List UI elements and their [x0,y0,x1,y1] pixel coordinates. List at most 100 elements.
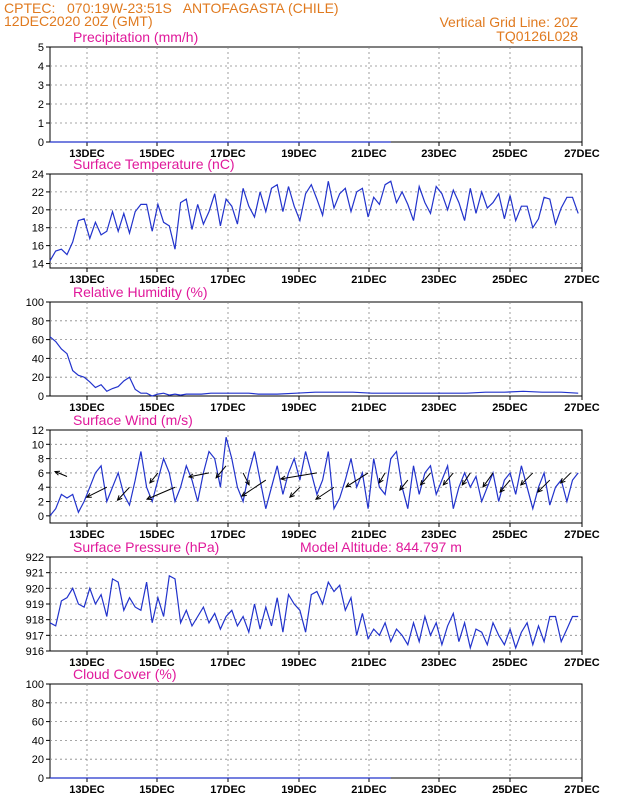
xtick-label: 19DEC [281,529,317,541]
ytick-label: 2 [38,99,44,111]
xtick-label: 19DEC [281,402,317,414]
ytick-label: 20 [32,372,44,384]
plot-frame [49,173,583,269]
panel-subtitle: Model Altitude: 844.797 m [300,539,462,555]
ytick-label: 10 [32,439,44,451]
panel-title: Surface Temperature (nC) [73,156,235,172]
ytick-label: 3 [38,80,44,92]
panel-title: Precipitation (mm/h) [73,29,198,45]
wind-arrow-head [519,480,526,486]
ytick-label: 20 [32,205,44,217]
ytick-label: 12 [32,425,44,437]
ytick-label: 22 [32,187,44,199]
wind-arrow-shaft [54,471,68,477]
ytick-label: 0 [38,511,44,523]
wind-arrow-shaft [117,486,130,501]
ytick-label: 1 [38,118,44,130]
panel-title: Surface Wind (m/s) [73,412,193,428]
ytick-label: 4 [38,482,44,494]
ytick-label: 2 [38,497,44,509]
wind-arrow-shaft [420,472,431,486]
xtick-label: 15DEC [139,784,175,796]
wind-arrow-shaft [399,479,409,491]
ytick-label: 0 [38,137,44,149]
wind-arrow-shaft [442,472,454,486]
xtick-label: 21DEC [351,784,387,796]
xtick-label: 17DEC [210,784,246,796]
xtick-label: 13DEC [69,274,105,286]
plot-frame [49,301,583,397]
xtick-label: 15DEC [139,402,175,414]
xtick-label: 21DEC [351,274,387,286]
wind-arrow-shaft [537,479,551,493]
header-code: TQ0126L028 [496,28,578,44]
xtick-label: 15DEC [139,529,175,541]
ytick-label: 100 [26,297,44,309]
xtick-label: 23DEC [421,529,457,541]
xtick-label: 27DEC [564,784,600,796]
xtick-label: 23DEC [421,657,457,669]
wind-arrow-shaft [241,479,267,497]
panel-title: Cloud Cover (%) [73,666,176,682]
wind-arrow-shaft [242,472,250,486]
ytick-label: 5 [38,42,44,54]
wind-arrow-head [345,482,352,488]
xtick-label: 15DEC [139,657,175,669]
wind-arrow-shaft [482,472,494,488]
wind-arrow-head [559,478,566,484]
ytick-label: 920 [26,583,44,595]
xtick-label: 23DEC [421,402,457,414]
ytick-label: 60 [32,335,44,347]
header-date: 12DEC2020 20Z (GMT) [4,13,153,29]
xtick-label: 17DEC [210,529,246,541]
wind-arrow-head [482,481,488,488]
xtick-label: 23DEC [421,148,457,160]
xtick-label: 23DEC [421,784,457,796]
xtick-label: 25DEC [492,657,528,669]
xtick-label: 27DEC [564,148,600,160]
xtick-label: 17DEC [210,148,246,160]
ytick-label: 919 [26,599,44,611]
ytick-label: 922 [26,552,44,564]
ytick-label: 40 [32,735,44,747]
wind-arrow-head [53,470,61,476]
xtick-label: 13DEC [69,529,105,541]
wind-arrow-head [499,487,505,493]
wind-arrow-shaft [146,486,176,500]
data-series-line [49,180,579,262]
data-series-line [49,336,579,397]
wind-arrow-shaft [188,472,210,478]
xtick-label: 13DEC [69,402,105,414]
ytick-label: 4 [38,61,44,73]
ytick-label: 18 [32,223,44,235]
xtick-label: 17DEC [210,274,246,286]
xtick-label: 25DEC [492,274,528,286]
xtick-label: 27DEC [564,529,600,541]
ytick-label: 14 [32,259,44,271]
ytick-label: 24 [32,169,44,181]
ytick-label: 6 [38,468,44,480]
wind-arrow-shaft [520,472,534,486]
xtick-label: 21DEC [351,657,387,669]
wind-arrow-shaft [215,465,227,479]
wind-arrow-shaft [378,472,386,484]
wind-arrow-shaft [289,486,301,498]
xtick-label: 19DEC [281,148,317,160]
wind-arrow-head [461,479,467,486]
header-grid-note: Vertical Grid Line: 20Z [439,14,578,30]
wind-arrow-head [399,485,405,492]
wind-arrow-head [419,479,426,486]
plot-frame [49,683,583,779]
xtick-label: 17DEC [210,402,246,414]
wind-arrow-shaft [461,472,471,486]
panel-title: Surface Pressure (hPa) [73,539,219,555]
panel-title: Relative Humidity (%) [73,284,208,300]
ytick-label: 0 [38,391,44,403]
xtick-label: 25DEC [492,784,528,796]
xtick-label: 21DEC [351,148,387,160]
wind-arrow-shaft [345,472,369,488]
ytick-label: 80 [32,316,44,328]
ytick-label: 0 [38,773,44,785]
xtick-label: 25DEC [492,529,528,541]
